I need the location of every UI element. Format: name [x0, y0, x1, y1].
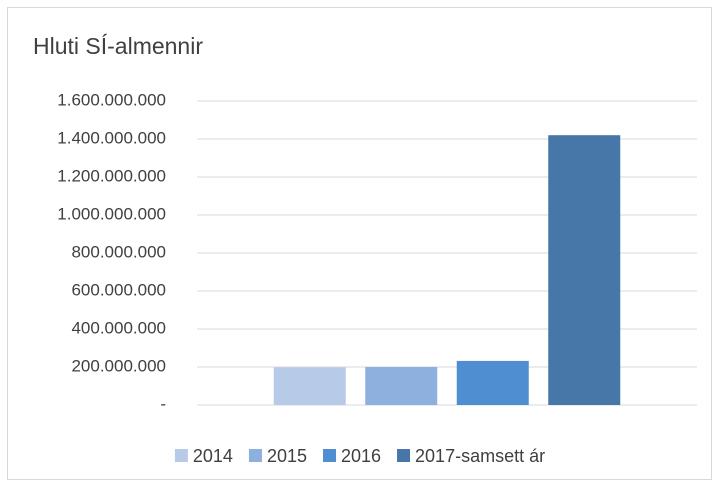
y-tick-label: 1.400.000.000	[57, 128, 166, 147]
legend-label: 2017-samsett ár	[415, 446, 545, 466]
legend-swatch	[174, 449, 188, 462]
y-tick-label: 400.000.000	[71, 318, 166, 337]
bar	[456, 360, 529, 405]
legend-label: 2015	[267, 446, 307, 466]
y-tick-label: 1.200.000.000	[57, 166, 166, 185]
y-tick-label: 1.600.000.000	[57, 90, 166, 109]
legend-swatch	[322, 449, 336, 462]
bar	[548, 135, 621, 405]
y-tick-label: 800.000.000	[71, 242, 166, 261]
y-tick-label: 1.000.000.000	[57, 204, 166, 223]
legend-label: 2014	[193, 446, 233, 466]
bar	[273, 367, 346, 405]
y-tick-label: -	[160, 394, 166, 413]
y-tick-label: 200.000.000	[71, 356, 166, 375]
bar	[365, 367, 438, 405]
y-tick-label: 600.000.000	[71, 280, 166, 299]
legend-swatch	[248, 449, 262, 462]
legend-swatch	[397, 449, 411, 462]
legend-label: 2016	[341, 446, 381, 466]
chart-title: Hluti SÍ-almennir	[33, 33, 203, 59]
